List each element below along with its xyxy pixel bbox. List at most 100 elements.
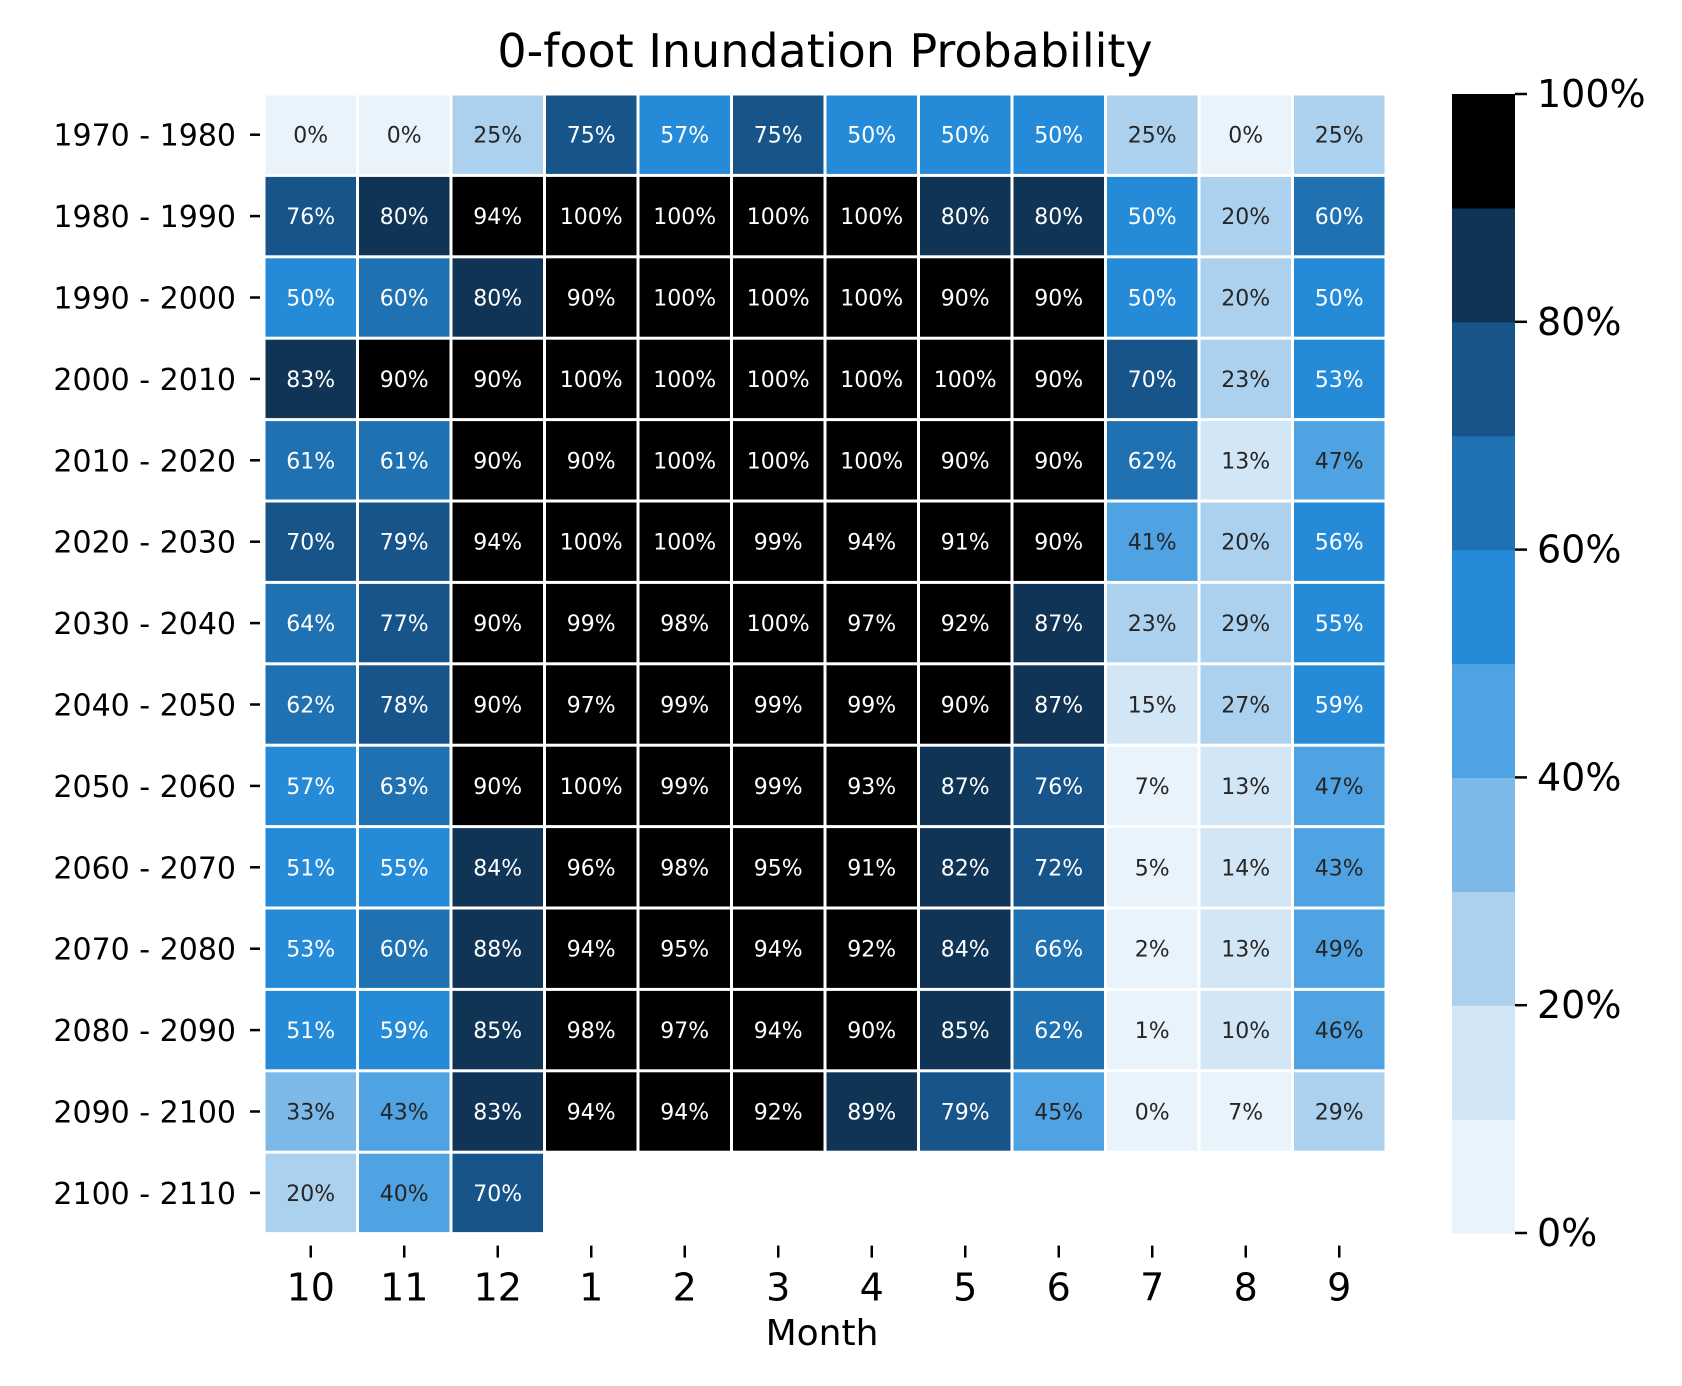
heatmap-cell bbox=[1013, 665, 1104, 744]
y-tick-label: 1990 - 2000 bbox=[53, 282, 236, 317]
cell-value-label: 15% bbox=[1128, 694, 1177, 719]
y-tick-label: 2060 - 2070 bbox=[53, 851, 236, 886]
heatmap-cell bbox=[733, 909, 824, 988]
heatmap-cell bbox=[546, 1072, 637, 1151]
heatmap-cell bbox=[1200, 421, 1291, 500]
heatmap-cell bbox=[265, 665, 356, 744]
cell-value-label: 59% bbox=[380, 1019, 429, 1044]
heatmap-cell bbox=[826, 176, 917, 256]
cell-value-label: 90% bbox=[567, 449, 616, 474]
heatmap-cell bbox=[920, 583, 1011, 663]
heatmap-cell bbox=[546, 746, 637, 826]
heatmap-cell bbox=[639, 176, 730, 256]
cell-value-label: 13% bbox=[1221, 449, 1270, 474]
heatmap-cell bbox=[265, 339, 356, 419]
heatmap-cell bbox=[826, 1072, 917, 1151]
cell-value-label: 76% bbox=[286, 205, 335, 230]
cell-value-label: 55% bbox=[380, 856, 429, 881]
heatmap-cell bbox=[359, 583, 450, 663]
colorbar-tick-label: 60% bbox=[1537, 528, 1621, 572]
heatmap-cell bbox=[639, 990, 730, 1070]
cell-value-label: 90% bbox=[1034, 449, 1083, 474]
heatmap-cell bbox=[1107, 176, 1198, 256]
cell-value-label: 90% bbox=[380, 368, 429, 393]
cell-value-label: 64% bbox=[286, 612, 335, 637]
cell-value-label: 50% bbox=[1128, 205, 1177, 230]
heatmap-cell bbox=[265, 583, 356, 663]
heatmap-cell bbox=[920, 909, 1011, 988]
cell-value-label: 100% bbox=[653, 531, 716, 556]
cell-value-label: 100% bbox=[840, 368, 903, 393]
heatmap-cell bbox=[359, 909, 450, 988]
heatmap-cell bbox=[733, 502, 824, 581]
heatmap-cell bbox=[265, 746, 356, 826]
heatmap-cell bbox=[920, 665, 1011, 744]
colorbar-segment bbox=[1452, 321, 1515, 437]
cell-value-label: 23% bbox=[1128, 612, 1177, 637]
heatmap-cell bbox=[826, 502, 917, 581]
heatmap-cell bbox=[265, 502, 356, 581]
x-tick-label: 9 bbox=[1327, 1266, 1351, 1310]
heatmap-cell bbox=[1294, 258, 1385, 337]
heatmap-cell bbox=[452, 339, 543, 419]
cell-value-label: 45% bbox=[1034, 1101, 1083, 1126]
cell-value-label: 43% bbox=[380, 1101, 429, 1126]
y-tick-label: 1970 - 1980 bbox=[53, 119, 236, 154]
cell-value-label: 79% bbox=[941, 1101, 990, 1126]
cell-value-label: 92% bbox=[847, 938, 896, 963]
heatmap-cell bbox=[265, 176, 356, 256]
heatmap-cell bbox=[920, 502, 1011, 581]
y-tick-label: 2050 - 2060 bbox=[53, 770, 236, 805]
colorbar-tick-label: 0% bbox=[1537, 1211, 1597, 1255]
heatmap-cell bbox=[1013, 421, 1104, 500]
cell-value-label: 100% bbox=[560, 531, 623, 556]
cell-value-label: 85% bbox=[473, 1019, 522, 1044]
cell-value-label: 76% bbox=[1034, 775, 1083, 800]
heatmap-cell bbox=[265, 990, 356, 1070]
cell-value-label: 90% bbox=[473, 612, 522, 637]
heatmap-cell bbox=[546, 502, 637, 581]
cell-value-label: 43% bbox=[1315, 856, 1364, 881]
heatmap-cell bbox=[452, 990, 543, 1070]
cell-value-label: 60% bbox=[380, 938, 429, 963]
colorbar-segment bbox=[1452, 207, 1515, 323]
heatmap-cell bbox=[639, 746, 730, 826]
heatmap-cell bbox=[639, 502, 730, 581]
cell-value-label: 5% bbox=[1135, 856, 1170, 881]
cell-value-label: 50% bbox=[1034, 124, 1083, 149]
heatmap-cell bbox=[826, 909, 917, 988]
cell-value-label: 91% bbox=[847, 856, 896, 881]
heatmap-cell bbox=[733, 828, 824, 907]
cell-value-label: 62% bbox=[1128, 449, 1177, 474]
heatmap-cell bbox=[265, 421, 356, 500]
colorbar-tick-label: 100% bbox=[1537, 72, 1646, 116]
colorbar-segment bbox=[1452, 1005, 1515, 1120]
x-tick-label: 4 bbox=[860, 1266, 884, 1310]
cell-value-label: 99% bbox=[754, 775, 803, 800]
cell-value-label: 100% bbox=[934, 368, 997, 393]
y-tick-label: 2000 - 2010 bbox=[53, 363, 236, 398]
heatmap-cell bbox=[265, 1072, 356, 1151]
heatmap-cell bbox=[1013, 502, 1104, 581]
heatmap-cell bbox=[452, 502, 543, 581]
cell-value-label: 80% bbox=[473, 287, 522, 312]
heatmap-cell bbox=[359, 339, 450, 419]
heatmap-cell bbox=[920, 176, 1011, 256]
x-tick-label: 8 bbox=[1234, 1266, 1258, 1310]
cell-value-label: 90% bbox=[567, 287, 616, 312]
cell-value-label: 99% bbox=[754, 694, 803, 719]
cell-value-label: 0% bbox=[387, 124, 422, 149]
heatmap-cell bbox=[639, 665, 730, 744]
cell-value-label: 50% bbox=[1315, 287, 1364, 312]
cell-value-label: 90% bbox=[473, 449, 522, 474]
heatmap-cell bbox=[1107, 665, 1198, 744]
heatmap-cell bbox=[1200, 502, 1291, 581]
heatmap-cell bbox=[452, 1072, 543, 1151]
heatmap-cell bbox=[733, 746, 824, 826]
heatmap-cell bbox=[826, 339, 917, 419]
heatmap-cell bbox=[1294, 828, 1385, 907]
heatmap-cell bbox=[920, 746, 1011, 826]
heatmap-cell bbox=[826, 746, 917, 826]
cell-value-label: 51% bbox=[286, 856, 335, 881]
heatmap-cell bbox=[826, 665, 917, 744]
